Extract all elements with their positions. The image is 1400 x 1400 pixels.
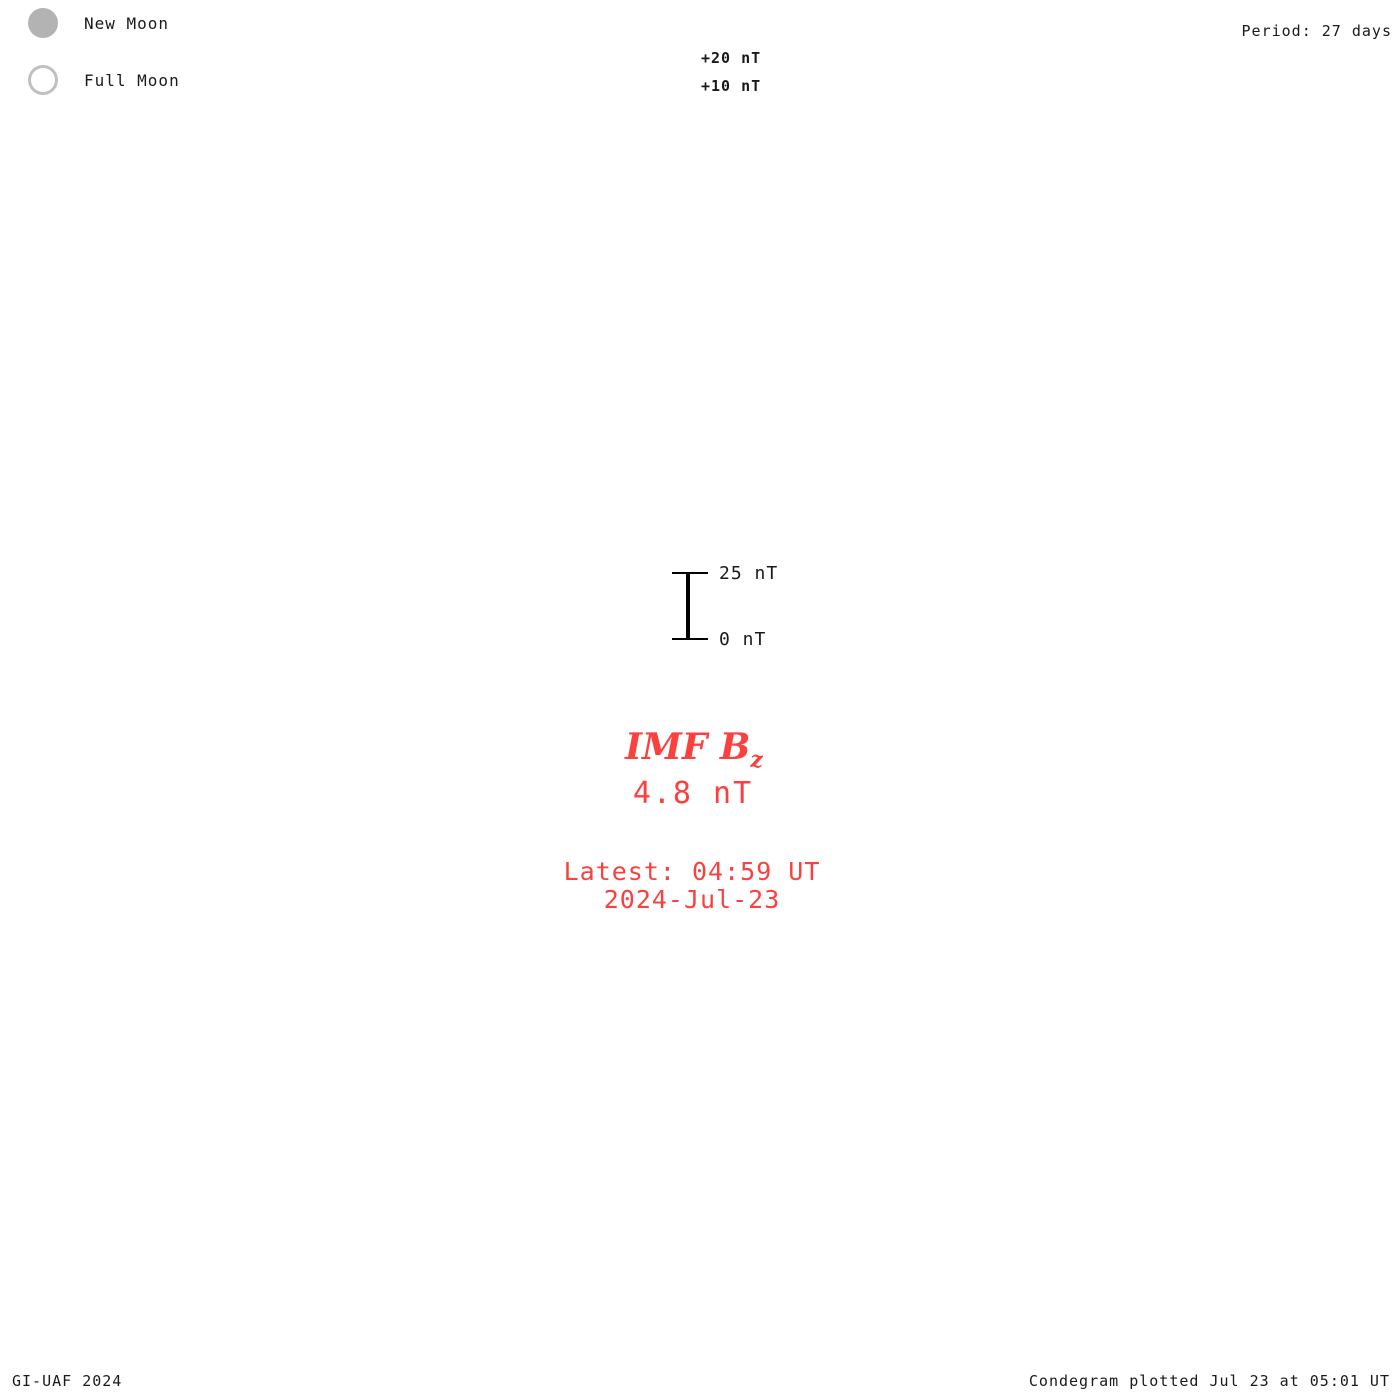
scale-bar bbox=[672, 572, 708, 640]
plotted-timestamp: Condegram plotted Jul 23 at 05:01 UT bbox=[1028, 1372, 1390, 1390]
credit-label: GI-UAF 2024 bbox=[12, 1372, 123, 1390]
outer-plus10-label: +10 nT bbox=[701, 77, 762, 95]
legend-new-moon-label: New Moon bbox=[84, 13, 170, 33]
scale-bottom-label: 0 nT bbox=[719, 629, 767, 650]
legend-full-moon-label: Full Moon bbox=[84, 70, 180, 90]
chart-title-main: IMF B bbox=[625, 726, 751, 768]
legend-new-moon: New Moon bbox=[28, 8, 169, 38]
legend-full-moon: Full Moon bbox=[28, 65, 180, 95]
outer-plus20-label: +20 nT bbox=[701, 49, 762, 67]
full-moon-icon bbox=[28, 65, 58, 95]
new-moon-icon bbox=[28, 8, 58, 38]
chart-title: IMF Bz bbox=[625, 726, 763, 773]
period-label: Period: 27 days bbox=[1241, 22, 1392, 40]
chart-title-sub: z bbox=[750, 747, 763, 774]
scale-top-label: 25 nT bbox=[719, 563, 779, 584]
latest-time: Latest: 04:59 UT bbox=[563, 857, 821, 886]
current-value: 4.8 nT bbox=[632, 776, 754, 811]
latest-date: 2024-Jul-23 bbox=[603, 885, 781, 914]
